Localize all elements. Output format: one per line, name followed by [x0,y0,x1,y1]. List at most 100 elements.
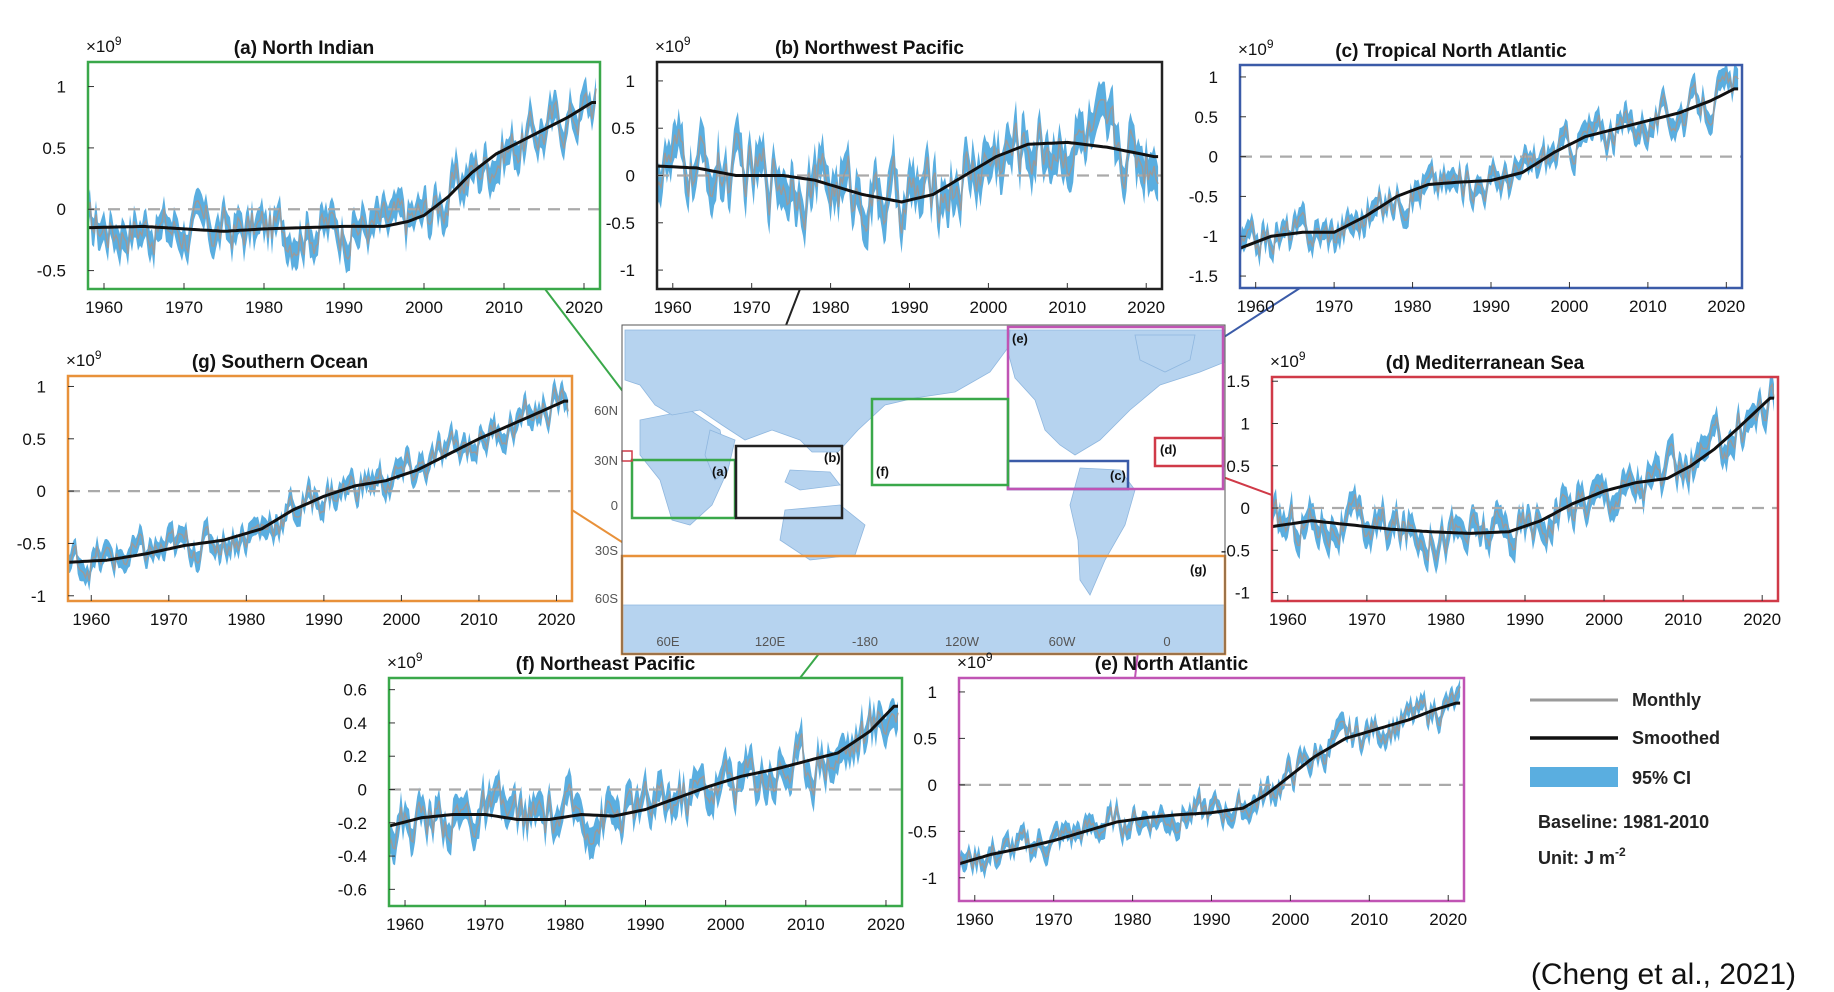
monthly-line-a [88,88,597,261]
smoothed-line-a [88,101,596,233]
ytick-label: 0 [358,781,367,800]
xtick-label: 1980 [227,610,265,629]
ytick-label: 0 [626,167,635,186]
xtick-label: 2000 [1551,297,1589,316]
monthly-line-g [68,385,569,582]
map-region-label-g: (g) [1190,562,1207,577]
map-region-box-f [870,397,1010,487]
map-frame [621,324,1226,655]
smoothed-line-f [389,704,898,828]
panel-g: (g) Southern Ocean ×109 1 0.5 0 -0.5 -1 1960 197… [17,348,576,629]
exponent-power-a: 9 [115,34,122,48]
ytick-label: -1 [620,261,635,280]
xtick-label: 2020 [1429,910,1467,929]
ytick-label: -0.5 [908,822,937,841]
xtick-label: 1970 [1035,910,1073,929]
map-lat-labels: 60N 30N 0 30S 60S [594,403,618,606]
panel-title-e: (e) North Atlantic [1095,654,1249,675]
exponent-power-g: 9 [95,348,102,362]
plot-area-f [389,695,902,866]
exponent-power-f: 9 [416,650,423,664]
plot-area-a [88,76,600,274]
xtick-label: 1970 [1315,297,1353,316]
panel-title-g: (g) Southern Ocean [192,352,368,373]
xtick-label: 2010 [485,298,523,317]
legend: Monthly Smoothed 95% CI Baseline: 1981-2… [1530,690,1720,868]
ytick-label: 0 [1209,148,1218,167]
plot-area-g [68,377,572,591]
ci-band-d [1272,377,1774,575]
map-lon-label: 120W [945,634,980,649]
xtick-label: 1980 [1394,297,1432,316]
xtick-label: 2000 [707,915,745,934]
xtick-label: 1990 [891,298,929,317]
map-region-label-f: (f) [876,464,889,479]
xtick-label: 1980 [812,298,850,317]
ytick-label: -0.6 [338,880,367,899]
xtick-label: 1990 [627,915,665,934]
xtick-label: 1990 [325,298,363,317]
ytick-label: 1 [928,683,937,702]
monthly-line-d [1272,382,1775,564]
exponent-base-f: ×10 [387,653,416,672]
xtick-label: 2020 [1127,298,1165,317]
ytick-label: 0.5 [1226,457,1250,476]
citation: (Cheng et al., 2021) [1530,958,1796,991]
smoothed-line-g [68,399,569,564]
xtick-label: 1970 [733,298,771,317]
xtick-label: 1980 [546,915,584,934]
ytick-label: 0.5 [611,119,635,138]
ytick-label: -0.5 [37,262,66,281]
xtick-label: 1960 [1269,610,1307,629]
map-region-label-a: (a) [712,464,728,479]
ytick-label: -1 [31,587,46,606]
exponent-base-a: ×10 [86,37,115,56]
ytick-label: 0.5 [1194,108,1218,127]
world-map: 60N 30N 0 30S 60S 60E 120E -180 120W 60W 0 (a) (b)… [594,324,1227,656]
ytick-label: -0.5 [1189,187,1218,206]
panel-c: (c) Tropical North Atlantic ×109 1 0.5 0 -0.5… [1189,37,1746,316]
xtick-label: 2010 [460,610,498,629]
exponent-d: ×109 [1270,349,1306,371]
plot-area-c [1240,65,1742,268]
panel-frame-g [66,374,574,603]
ytick-label: -1 [922,869,937,888]
exponent-base-e: ×10 [957,653,986,672]
map-lat-label: 0 [611,498,618,513]
ytick-label: 0.5 [42,139,66,158]
ci-band-g [68,377,569,591]
ytick-label: 1 [37,377,46,396]
ci-band-b [657,80,1159,254]
panel-title-a: (a) North Indian [234,38,374,59]
panel-frame-e [957,676,1466,903]
xtick-label: 1990 [1472,297,1510,316]
xtick-label: 2000 [1271,910,1309,929]
exponent-base-c: ×10 [1238,40,1267,59]
ytick-label: 0 [57,200,66,219]
ytick-label: 1 [1241,414,1250,433]
monthly-line-f [389,708,899,850]
xtick-label: 2010 [1350,910,1388,929]
legend-unit-prefix: Unit: J m [1538,848,1615,868]
map-lon-labels: 60E 120E -180 120W 60W 0 [656,634,1170,649]
exponent-power-b: 9 [684,34,691,48]
map-region-label-c: (c) [1110,468,1126,483]
smoothed-line-b [657,140,1159,204]
ytick-label: -0.4 [338,847,367,866]
map-lat-label: 30N [594,453,618,468]
map-land [621,329,1226,655]
smoothed-line-c [1240,87,1739,250]
map-region-label-b: (b) [824,450,841,465]
xtick-label: 1960 [85,298,123,317]
ytick-label: 0.2 [343,747,367,766]
exponent-e: ×109 [957,650,993,672]
map-lon-label: 0 [1163,634,1170,649]
map-lon-label: 60W [1049,634,1076,649]
exponent-b: ×109 [655,34,691,56]
xtick-label: 1990 [1506,610,1544,629]
ytick-label: -0.5 [606,214,635,233]
ytick-label: -1.5 [1189,267,1218,286]
xtick-label: 1960 [956,910,994,929]
exponent-c: ×109 [1238,37,1274,59]
